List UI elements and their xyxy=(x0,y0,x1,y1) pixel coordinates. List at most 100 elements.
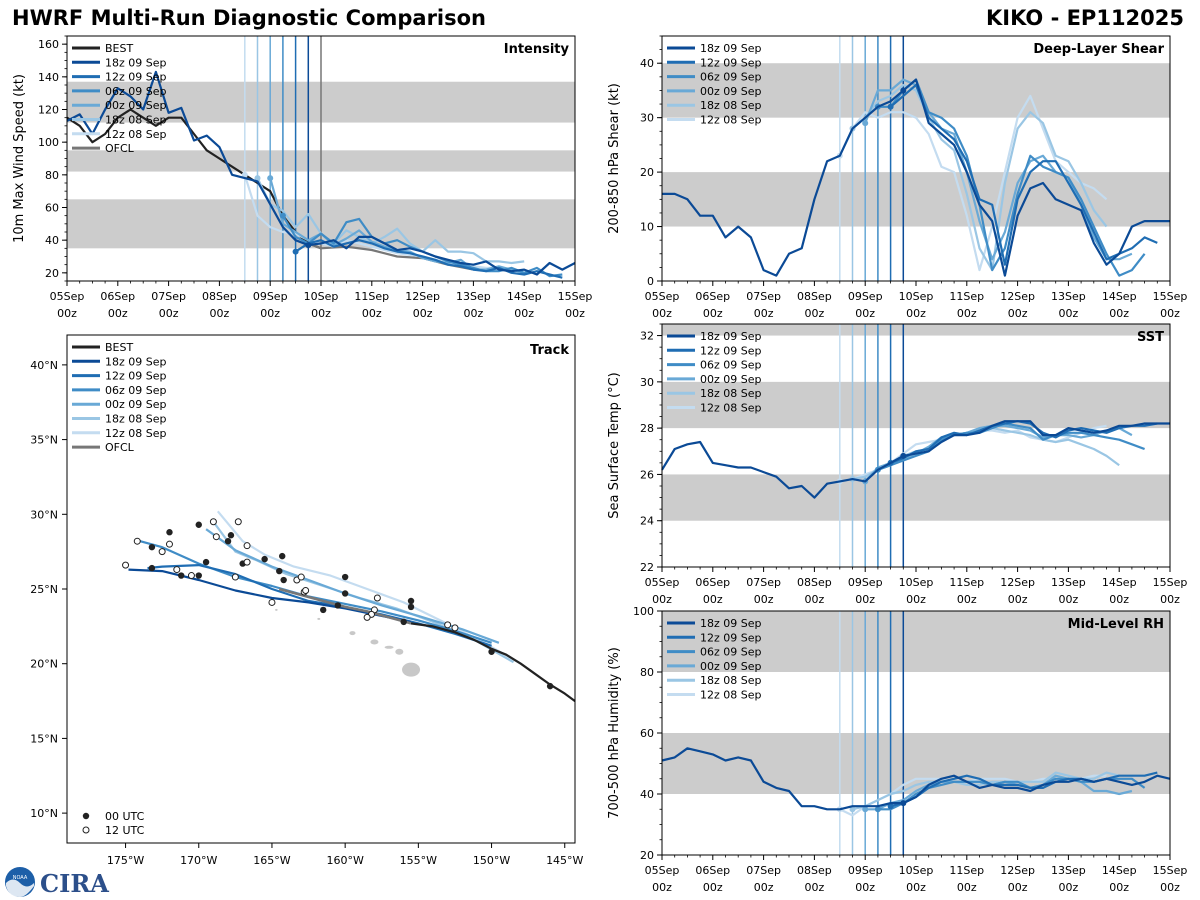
y-tick-label: 60 xyxy=(640,727,654,740)
x-tick-label: 13Sep xyxy=(1051,290,1086,303)
x-tick-label: 14Sep xyxy=(1102,576,1137,589)
legend-label: 12z 08 Sep xyxy=(105,128,167,141)
marker-legend-label: 12 UTC xyxy=(105,824,145,837)
init-marker xyxy=(900,87,907,94)
y-tick-label: 60 xyxy=(45,202,59,215)
legend-label: OFCL xyxy=(105,441,135,454)
y-axis-label: 200-850 hPa Shear (kt) xyxy=(607,83,622,234)
x-tick-label: 11Sep xyxy=(949,864,984,877)
cira-logo-text: CIRA xyxy=(40,869,109,898)
lat-tick-label: 40°N xyxy=(30,359,58,372)
lon-tick-label: 155°W xyxy=(400,854,437,867)
track-point-12utc xyxy=(373,594,381,602)
track-point-00utc xyxy=(166,529,173,536)
x-tick-label: 12Sep xyxy=(1000,864,1035,877)
y-tick-label: 40 xyxy=(640,788,654,801)
y-tick-label: 80 xyxy=(640,666,654,679)
x-tick-label: 05Sep xyxy=(50,290,85,303)
y-tick-label: 140 xyxy=(38,71,59,84)
x-tick-label: 12Sep xyxy=(405,290,440,303)
x-tick-label: 11Sep xyxy=(949,290,984,303)
track-line xyxy=(216,510,522,665)
y-tick-label: 40 xyxy=(45,234,59,247)
track-point-12utc xyxy=(173,566,181,574)
y-tick-label: 22 xyxy=(640,561,654,574)
track-point-00utc xyxy=(400,618,407,626)
x-tick-label: 11Sep xyxy=(949,576,984,589)
init-marker xyxy=(862,120,869,127)
legend-label: 18z 08 Sep xyxy=(700,99,762,112)
y-tick-label: 30 xyxy=(640,376,654,389)
legend-label: 00z 09 Sep xyxy=(105,398,167,411)
y-axis-label: 700-500 hPa Humidity (%) xyxy=(607,647,622,819)
y-tick-label: 160 xyxy=(38,38,59,51)
init-marker xyxy=(241,171,248,178)
island-shape xyxy=(384,645,394,649)
track-point-00utc xyxy=(334,602,342,609)
y-tick-label: 28 xyxy=(640,422,654,435)
y-tick-label: 20 xyxy=(640,849,654,862)
track-point-12utc xyxy=(158,548,166,556)
x-tick-label: 05Sep xyxy=(645,576,680,589)
y-tick-label: 30 xyxy=(640,112,654,125)
legend-label: 18z 09 Sep xyxy=(105,355,167,368)
x-tick-label: 00z xyxy=(565,307,585,320)
x-tick-label: 15Sep xyxy=(1153,864,1188,877)
x-tick-label: 00z xyxy=(855,307,875,320)
track-point-00utc xyxy=(202,558,210,566)
x-tick-label: 00z xyxy=(514,307,534,320)
run-line xyxy=(890,771,1158,808)
shaded-band xyxy=(662,611,1170,672)
x-tick-label: 00z xyxy=(855,593,875,606)
x-tick-label: 00z xyxy=(703,593,723,606)
x-tick-label: 07Sep xyxy=(151,290,186,303)
legend-label: 06z 09 Sep xyxy=(700,359,762,372)
y-tick-label: 100 xyxy=(38,136,59,149)
legend-label: 00z 09 Sep xyxy=(700,85,762,98)
run-line xyxy=(661,747,1171,811)
lon-tick-label: 175°W xyxy=(107,854,144,867)
track-point-12utc xyxy=(444,621,452,629)
island-shape xyxy=(395,648,404,655)
x-tick-label: 00z xyxy=(1160,307,1180,320)
track-point-12utc xyxy=(122,561,130,569)
map-area xyxy=(67,335,575,843)
x-tick-label: 00z xyxy=(805,881,825,894)
x-tick-label: 00z xyxy=(1059,307,1079,320)
x-tick-label: 00z xyxy=(906,307,926,320)
run-line xyxy=(662,78,1170,277)
track-point-00utc xyxy=(177,572,185,579)
x-tick-label: 13Sep xyxy=(456,290,491,303)
x-tick-label: 00z xyxy=(754,307,774,320)
legend-label: 18z 08 Sep xyxy=(700,387,762,400)
x-tick-label: 00z xyxy=(260,307,280,320)
x-tick-label: 00z xyxy=(957,593,977,606)
lat-tick-label: 20°N xyxy=(30,658,58,671)
y-tick-label: 10 xyxy=(640,221,654,234)
track-point-00utc xyxy=(148,564,156,572)
track-point-12utc xyxy=(302,586,310,594)
x-tick-label: 05Sep xyxy=(645,290,680,303)
cira-logo: NOAA CIRA xyxy=(5,867,109,898)
lon-tick-label: 150°W xyxy=(473,854,510,867)
lon-tick-label: 160°W xyxy=(326,854,363,867)
track-point-12utc xyxy=(212,533,220,541)
x-tick-label: 00z xyxy=(1160,881,1180,894)
x-tick-label: 00z xyxy=(805,307,825,320)
x-tick-label: 07Sep xyxy=(746,864,781,877)
init-marker xyxy=(887,103,894,110)
legend-label: 06z 09 Sep xyxy=(700,71,762,84)
track-point-00utc xyxy=(195,572,202,579)
track-point-12utc xyxy=(297,573,305,581)
x-tick-label: 00z xyxy=(1109,593,1129,606)
x-tick-label: 00z xyxy=(1160,593,1180,606)
y-axis-label: 10m Max Wind Speed (kt) xyxy=(12,74,27,243)
x-tick-label: 08Sep xyxy=(797,290,832,303)
init-marker xyxy=(305,242,312,249)
noaa-logo-label: NOAA xyxy=(13,875,28,881)
x-tick-label: 00z xyxy=(1008,881,1028,894)
x-tick-label: 00z xyxy=(1059,593,1079,606)
x-tick-label: 00z xyxy=(805,593,825,606)
legend-label: 12z 09 Sep xyxy=(700,631,762,644)
